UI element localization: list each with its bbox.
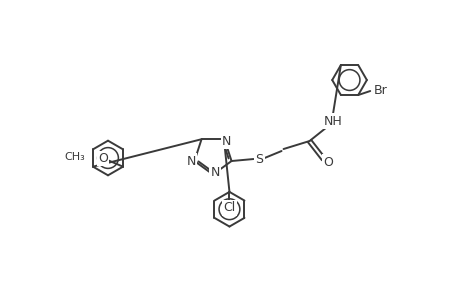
Text: Cl: Cl <box>223 201 235 214</box>
Text: NH: NH <box>324 115 342 128</box>
Text: N: N <box>210 166 219 179</box>
Text: CH₃: CH₃ <box>64 152 85 162</box>
Text: O: O <box>323 155 333 169</box>
Text: N: N <box>221 135 230 148</box>
Text: S: S <box>255 152 263 166</box>
Text: N: N <box>186 154 196 167</box>
Text: Br: Br <box>373 83 387 97</box>
Text: O: O <box>98 152 108 165</box>
